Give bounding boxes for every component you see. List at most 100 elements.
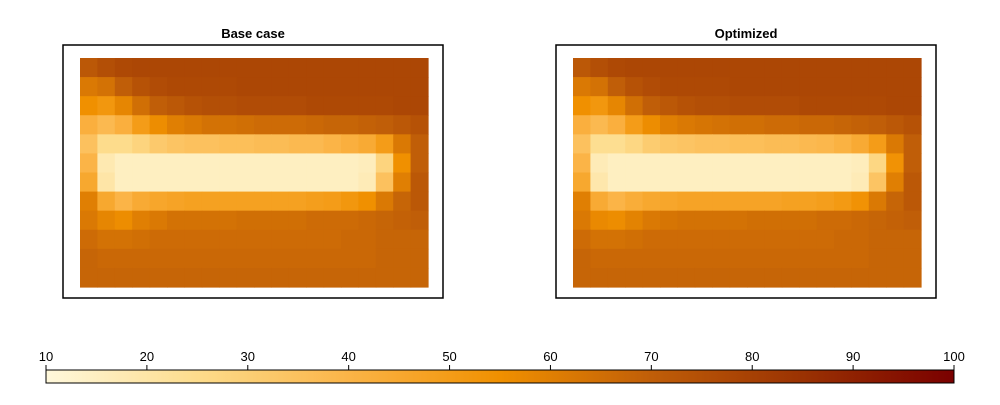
heatmap-cell bbox=[306, 115, 325, 135]
heatmap-cell bbox=[868, 115, 887, 135]
heatmap-cell bbox=[97, 229, 116, 250]
heatmap-cell bbox=[288, 77, 307, 97]
heatmap-cell bbox=[410, 134, 429, 155]
heatmap-cell bbox=[764, 191, 783, 212]
heatmap-cell bbox=[677, 134, 696, 155]
heatmap-cell bbox=[254, 115, 272, 135]
heatmap-cell bbox=[764, 210, 783, 231]
heatmap-cell bbox=[764, 172, 783, 193]
heatmap-cell bbox=[903, 172, 922, 193]
heatmap-cell bbox=[712, 172, 731, 193]
heatmap-cell bbox=[114, 267, 133, 288]
heatmap-cell bbox=[834, 153, 852, 174]
heatmap-cell bbox=[219, 248, 238, 269]
heatmap-cell bbox=[132, 172, 151, 193]
heatmap-cell bbox=[573, 58, 591, 78]
heatmap-cell bbox=[712, 134, 731, 155]
heatmap-cell bbox=[625, 96, 644, 116]
heatmap-cell bbox=[781, 172, 800, 193]
heatmap-cell bbox=[868, 134, 887, 155]
heatmap-cell bbox=[747, 77, 765, 97]
heatmap-cell bbox=[729, 58, 748, 78]
heatmap-cell bbox=[167, 229, 185, 250]
heatmap-cell bbox=[607, 248, 626, 269]
heatmap-cell bbox=[184, 77, 203, 97]
heatmap-cell bbox=[590, 210, 609, 231]
heatmap-cell bbox=[694, 229, 713, 250]
heatmap-cell bbox=[393, 77, 412, 97]
heatmap-cell bbox=[834, 229, 852, 250]
heatmap-cell bbox=[607, 267, 626, 288]
heatmap-cell bbox=[729, 191, 748, 212]
heatmap-cell bbox=[816, 210, 835, 231]
heatmap-cell bbox=[851, 134, 870, 155]
heatmap-cell bbox=[677, 77, 696, 97]
heatmap-cell bbox=[712, 153, 731, 174]
heatmap-cell bbox=[236, 115, 255, 135]
heatmap-cell bbox=[375, 153, 394, 174]
heatmap-cell bbox=[410, 153, 429, 174]
heatmap-cell bbox=[642, 229, 661, 250]
heatmap-cell bbox=[97, 134, 116, 155]
heatmap-cell bbox=[573, 153, 591, 174]
heatmap-cell bbox=[660, 96, 678, 116]
heatmap-cell bbox=[149, 248, 168, 269]
heatmap-cell bbox=[393, 115, 412, 135]
heatmap-cell bbox=[288, 172, 307, 193]
heatmap-cell bbox=[375, 134, 394, 155]
heatmap-cell bbox=[184, 267, 203, 288]
heatmap-cell bbox=[625, 248, 644, 269]
heatmap-cell bbox=[886, 115, 905, 135]
heatmap-cell bbox=[410, 58, 429, 78]
heatmap-cell bbox=[799, 267, 818, 288]
heatmap-cell bbox=[114, 210, 133, 231]
heatmap-cell bbox=[114, 191, 133, 212]
heatmap-cell bbox=[868, 172, 887, 193]
heatmap-cell bbox=[886, 229, 905, 250]
heatmap-cell bbox=[97, 115, 116, 135]
heatmap-cell bbox=[132, 58, 151, 78]
heatmap-cell bbox=[393, 229, 412, 250]
heatmap-cell bbox=[660, 172, 678, 193]
heatmap-cell bbox=[712, 96, 731, 116]
colorbar-tick-label: 10 bbox=[39, 349, 53, 364]
heatmap-cell bbox=[660, 229, 678, 250]
heatmap-cell bbox=[271, 267, 290, 288]
heatmap-cell bbox=[677, 229, 696, 250]
heatmap-cell bbox=[393, 134, 412, 155]
heatmap-cell bbox=[410, 77, 429, 97]
heatmap-cell bbox=[677, 191, 696, 212]
heatmap-cell bbox=[201, 115, 220, 135]
heatmap-cell bbox=[764, 96, 783, 116]
heatmap-cell bbox=[677, 210, 696, 231]
panel-title: Optimized bbox=[715, 26, 778, 41]
heatmap-cell bbox=[625, 172, 644, 193]
heatmap-cell bbox=[642, 153, 661, 174]
heatmap-cell bbox=[341, 77, 359, 97]
heatmap-cell bbox=[80, 115, 98, 135]
heatmap-cell bbox=[712, 58, 731, 78]
heatmap-cell bbox=[660, 134, 678, 155]
heatmap-cell bbox=[341, 267, 359, 288]
heatmap-cell bbox=[201, 96, 220, 116]
heatmap-cell bbox=[80, 267, 98, 288]
heatmap-cell bbox=[288, 229, 307, 250]
heatmap-cell bbox=[868, 153, 887, 174]
heatmap-cell bbox=[747, 229, 765, 250]
heatmap-cell bbox=[254, 153, 272, 174]
heatmap-cell bbox=[288, 267, 307, 288]
heatmap-cell bbox=[236, 134, 255, 155]
heatmap-cell bbox=[834, 172, 852, 193]
heatmap-cell bbox=[341, 134, 359, 155]
heatmap-cell bbox=[271, 153, 290, 174]
heatmap-cell bbox=[114, 153, 133, 174]
heatmap-cell bbox=[729, 210, 748, 231]
heatmap-cell bbox=[834, 134, 852, 155]
colorbar bbox=[45, 369, 955, 384]
heatmap-cell bbox=[219, 58, 238, 78]
heatmap-cell bbox=[114, 248, 133, 269]
heatmap-cell bbox=[254, 267, 272, 288]
heatmap-cell bbox=[694, 172, 713, 193]
heatmap-cell bbox=[201, 210, 220, 231]
heatmap-cell bbox=[903, 115, 922, 135]
